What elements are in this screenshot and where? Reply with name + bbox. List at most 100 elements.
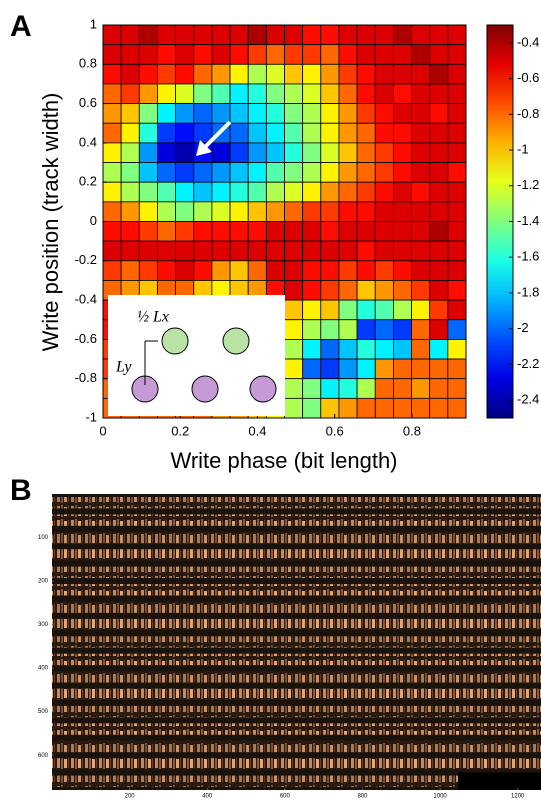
- track: [52, 566, 541, 579]
- heat-cell: [211, 24, 231, 46]
- heat-cell: [193, 260, 213, 281]
- heat-cell: [229, 181, 249, 203]
- heat-cell: [302, 83, 322, 104]
- heat-cell: [157, 201, 176, 222]
- heat-cell: [392, 358, 412, 380]
- heat-cell: [265, 142, 285, 163]
- y-tick-label: -0.4: [75, 292, 97, 307]
- heat-cell: [411, 358, 431, 380]
- heat-cell: [429, 122, 449, 144]
- heat-cell: [356, 358, 376, 380]
- colorbar-tick-label: -0.6: [517, 70, 539, 85]
- heat-cell: [265, 83, 285, 104]
- heat-cell: [447, 338, 467, 360]
- y-tick-label: 0: [90, 213, 97, 228]
- heat-cell: [302, 319, 322, 340]
- heat-cell: [320, 319, 340, 340]
- heat-cell: [120, 44, 140, 65]
- heat-cell: [320, 181, 340, 203]
- heat-cell: [120, 181, 140, 203]
- heat-cell: [392, 24, 412, 46]
- heat-cell: [211, 142, 231, 163]
- heat-cell: [447, 240, 467, 262]
- heat-cell: [157, 24, 176, 46]
- heat-cell: [429, 142, 449, 163]
- track: [52, 688, 541, 700]
- heat-cell: [193, 103, 213, 124]
- heat-cell: [284, 358, 304, 380]
- heat-cell: [392, 299, 412, 321]
- colorbar-tick-label: -1.6: [517, 249, 539, 264]
- heat-cell: [447, 299, 467, 321]
- heat-cell: [284, 280, 304, 301]
- arrow: [202, 120, 232, 150]
- heat-cell: [193, 122, 213, 144]
- heat-cell: [356, 162, 376, 183]
- heat-cell: [356, 142, 376, 163]
- heat-cell: [338, 260, 358, 281]
- heat-cell: [447, 319, 467, 340]
- heat-cell: [193, 221, 213, 242]
- heat-cell: [320, 201, 340, 222]
- heat-cell: [284, 63, 304, 85]
- heat-cell: [193, 240, 213, 262]
- heat-cell: [284, 142, 304, 163]
- heat-cell: [157, 162, 176, 183]
- y-tick-label: 600: [38, 753, 49, 759]
- heat-cell: [284, 338, 304, 360]
- heat-cell: [392, 201, 412, 222]
- heat-cell: [284, 240, 304, 262]
- heat-cell: [411, 63, 431, 85]
- heat-cell: [338, 63, 358, 85]
- heat-cell: [102, 201, 122, 222]
- heat-cell: [102, 83, 122, 104]
- heat-cell: [138, 181, 158, 203]
- y-tick-label: 1: [90, 16, 97, 31]
- colorbar-tick-label: -1.8: [517, 284, 539, 299]
- heat-cell: [157, 103, 176, 124]
- heat-cell: [338, 240, 358, 262]
- heat-cell: [302, 24, 322, 46]
- heat-cell: [284, 299, 304, 321]
- heat-cell: [302, 397, 322, 419]
- heat-cell: [211, 44, 231, 65]
- heat-cell: [392, 44, 412, 65]
- heat-cell: [320, 103, 340, 124]
- heat-cell: [338, 378, 358, 399]
- inset-circle: [191, 375, 219, 403]
- heat-cell: [374, 103, 394, 124]
- heat-cell: [338, 103, 358, 124]
- heat-cell: [392, 181, 412, 203]
- heat-cell: [284, 378, 304, 399]
- track: [52, 705, 541, 718]
- heat-cell: [138, 83, 158, 104]
- heat-cell: [320, 299, 340, 321]
- heat-cell: [429, 240, 449, 262]
- heat-cell: [157, 221, 176, 242]
- heat-cell: [411, 378, 431, 399]
- heat-cell: [320, 162, 340, 183]
- heat-cell: [157, 181, 176, 203]
- heat-cell: [302, 280, 322, 301]
- heat-cell: [138, 201, 158, 222]
- track: [52, 584, 541, 596]
- heat-cell: [429, 299, 449, 321]
- heat-cell: [138, 24, 158, 46]
- heat-cell: [320, 358, 340, 380]
- y-tick-label: -1: [85, 409, 97, 424]
- heat-cell: [193, 24, 213, 46]
- heat-cell: [320, 24, 340, 46]
- heat-cell: [102, 103, 122, 124]
- heat-cell: [392, 319, 412, 340]
- heat-cell: [247, 201, 267, 222]
- heat-cell: [175, 83, 195, 104]
- inset-circle: [161, 327, 189, 355]
- heat-cell: [411, 221, 431, 242]
- heat-cell: [320, 63, 340, 85]
- heat-cell: [229, 142, 249, 163]
- heat-cell: [247, 24, 267, 46]
- heat-cell: [247, 260, 267, 281]
- heat-cell: [429, 221, 449, 242]
- heat-cell: [429, 162, 449, 183]
- heat-cell: [193, 201, 213, 222]
